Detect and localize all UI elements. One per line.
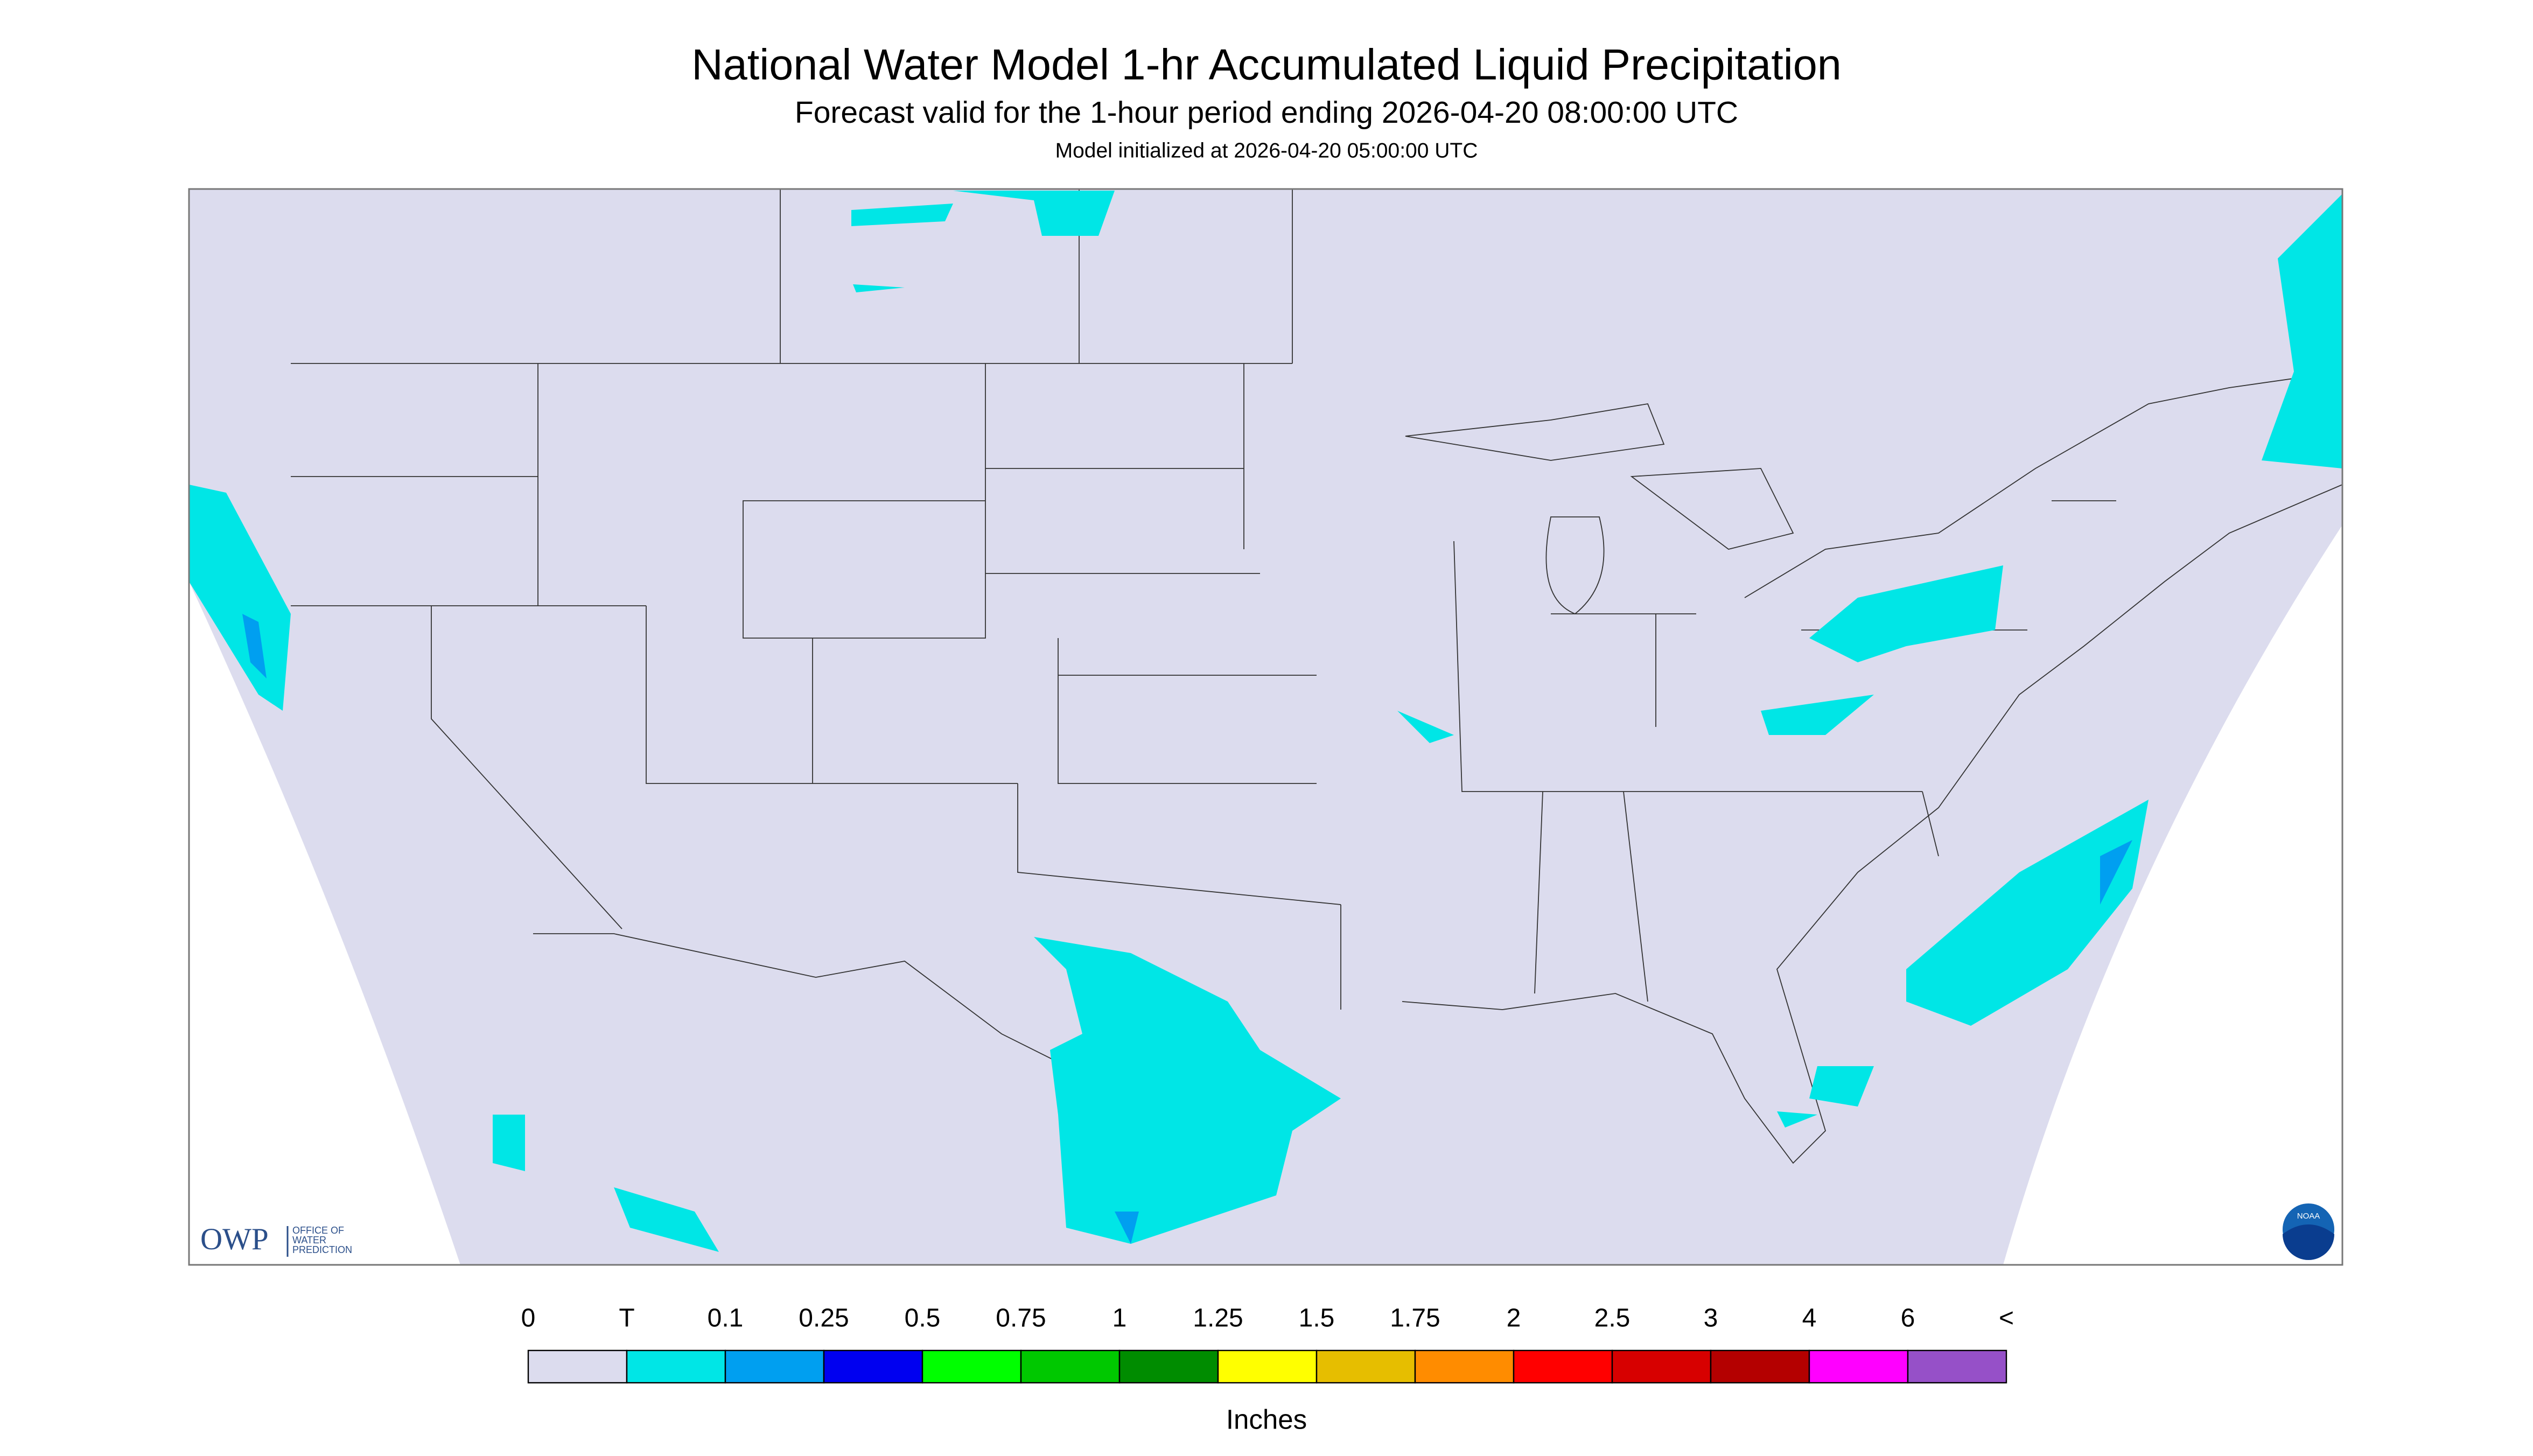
- legend-unit: Inches: [1226, 1404, 1307, 1434]
- legend-label: 2: [1507, 1304, 1521, 1333]
- legend-swatch: [1808, 1349, 1909, 1384]
- logo-line: PREDICTION: [292, 1244, 352, 1255]
- legend-label: 0.5: [905, 1304, 941, 1333]
- legend-label: 0: [521, 1304, 536, 1333]
- legend-swatch: [1217, 1349, 1318, 1384]
- map-frame: [188, 188, 2343, 1266]
- projection-edge-right: [2003, 525, 2342, 1265]
- map: OWP OFFICE OF WATER PREDICTION NOAA: [188, 188, 2343, 1266]
- legend-label: 0.25: [799, 1304, 849, 1333]
- owp-logo: OWP OFFICE OF WATER PREDICTION: [200, 1222, 352, 1257]
- noaa-logo: NOAA: [2283, 1203, 2334, 1261]
- legend-swatch: [1020, 1349, 1121, 1384]
- legend-swatch: [1907, 1349, 2007, 1384]
- title: National Water Model 1-hr Accumulated Li…: [691, 40, 1842, 89]
- legend-label: T: [619, 1304, 634, 1333]
- legend: Inches 0 T 0.1 0.25 0.5 0.75 1 1.25 1.5 1.75 2 2.5 3…: [521, 1304, 2014, 1435]
- legend-label: 1.75: [1390, 1304, 1440, 1333]
- legend-swatch: [724, 1349, 825, 1384]
- noaa-text: NOAA: [2297, 1212, 2320, 1221]
- legend-label: 0.1: [708, 1304, 744, 1333]
- legend-swatch: [1414, 1349, 1515, 1384]
- legend-swatch: [527, 1349, 628, 1384]
- legend-swatch: [626, 1349, 726, 1384]
- legend-label: <: [1999, 1304, 2014, 1333]
- legend-swatch: [1118, 1349, 1219, 1384]
- precipitation-areas: [189, 191, 2342, 1252]
- legend-swatch: [921, 1349, 1022, 1384]
- noaa-wave: [2283, 1224, 2334, 1261]
- legend-label: 3: [1704, 1304, 1718, 1333]
- legend-swatch: [1513, 1349, 1613, 1384]
- legend-label: 0.75: [996, 1304, 1046, 1333]
- legend-swatch: [1611, 1349, 1712, 1384]
- legend-swatch: [823, 1349, 923, 1384]
- legend-label: 2.5: [1594, 1304, 1631, 1333]
- legend-label: 6: [1901, 1304, 1915, 1333]
- legend-label: 1.5: [1299, 1304, 1335, 1333]
- init-note: Model initialized at 2026-04-20 05:00:00…: [1055, 139, 1478, 162]
- legend-label: 1.25: [1193, 1304, 1243, 1333]
- legend-swatch: [1316, 1349, 1416, 1384]
- logo-line: WATER: [292, 1235, 326, 1245]
- projection-edge-left: [189, 582, 460, 1265]
- legend-label: 4: [1802, 1304, 1817, 1333]
- logo-line: OFFICE OF: [292, 1225, 344, 1236]
- subtitle: Forecast valid for the 1-hour period end…: [795, 95, 1738, 130]
- logo-name: OWP: [200, 1222, 269, 1256]
- legend-swatch: [1710, 1349, 1810, 1384]
- legend-label: 1: [1112, 1304, 1127, 1333]
